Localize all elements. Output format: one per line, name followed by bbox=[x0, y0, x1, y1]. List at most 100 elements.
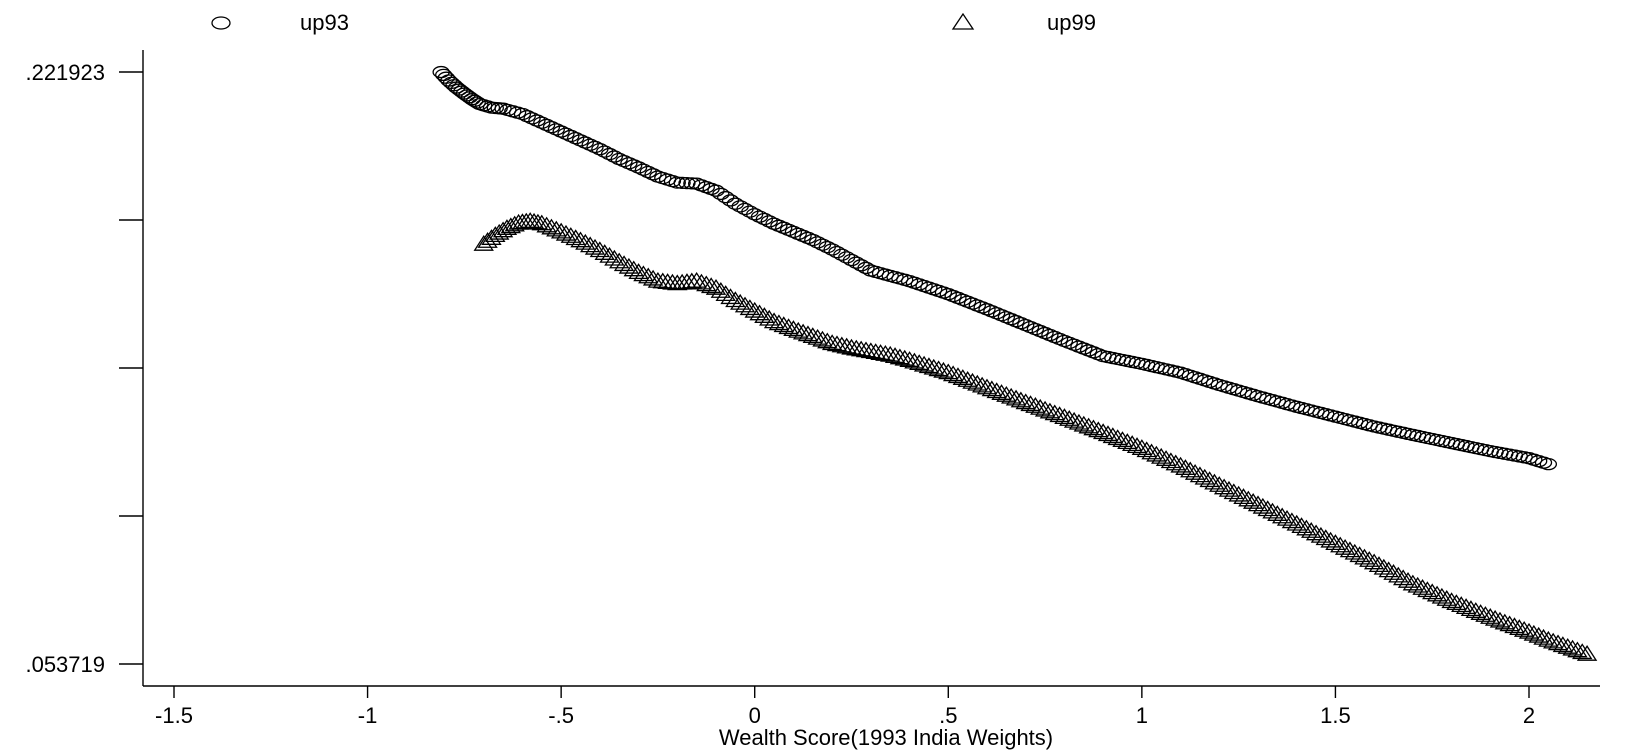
x-tick-label: -1 bbox=[358, 703, 378, 728]
data-point-up99 bbox=[599, 246, 620, 263]
data-point-up93 bbox=[857, 261, 875, 275]
data-point-up93 bbox=[770, 219, 788, 232]
data-point-up99 bbox=[1567, 641, 1588, 658]
series-up93 bbox=[432, 65, 1558, 471]
data-point-up99 bbox=[618, 257, 640, 274]
data-point-up93 bbox=[576, 136, 594, 149]
data-point-up93 bbox=[717, 191, 735, 204]
legend-marker-triangle bbox=[951, 12, 975, 30]
data-point-up99 bbox=[575, 233, 596, 250]
data-point-up99 bbox=[555, 224, 577, 241]
data-point-up99 bbox=[1073, 415, 1094, 432]
data-point-up99 bbox=[527, 213, 549, 230]
data-point-up99 bbox=[1315, 529, 1336, 546]
data-point-up99 bbox=[720, 288, 741, 305]
data-point-up99 bbox=[1572, 643, 1593, 660]
data-point-up93 bbox=[765, 217, 783, 230]
data-point-up93 bbox=[944, 289, 962, 303]
data-point-up99 bbox=[560, 227, 582, 243]
data-point-up99 bbox=[768, 314, 790, 331]
data-point-up99 bbox=[550, 222, 572, 239]
data-point-up99 bbox=[744, 301, 765, 318]
data-point-up99 bbox=[783, 320, 804, 337]
data-point-up99 bbox=[880, 345, 901, 362]
data-point-up99 bbox=[730, 293, 751, 310]
data-point-up93 bbox=[673, 176, 691, 190]
y-tick-label: .221923 bbox=[25, 60, 105, 85]
data-point-up99 bbox=[710, 282, 732, 298]
data-point-up99 bbox=[1218, 480, 1240, 497]
legend-marker-circle bbox=[211, 16, 231, 30]
data-point-up99 bbox=[846, 339, 867, 356]
data-point-up93 bbox=[1031, 324, 1049, 338]
data-point-up99 bbox=[1475, 606, 1496, 622]
data-point-up99 bbox=[1489, 611, 1511, 628]
data-point-up93 bbox=[1041, 328, 1059, 342]
data-point-up99 bbox=[1305, 524, 1327, 541]
data-point-up99 bbox=[928, 360, 949, 377]
data-point-up99 bbox=[754, 307, 775, 323]
data-point-up99 bbox=[1175, 459, 1196, 475]
data-point-up99 bbox=[1552, 636, 1574, 653]
data-point-up99 bbox=[1083, 419, 1104, 436]
data-point-up99 bbox=[889, 348, 911, 365]
data-point-up99 bbox=[1368, 556, 1390, 572]
data-point-up99 bbox=[1117, 433, 1138, 450]
data-point-up99 bbox=[865, 343, 886, 360]
data-point-up93 bbox=[537, 118, 556, 132]
data-point-up99 bbox=[1509, 619, 1530, 635]
data-point-up99 bbox=[807, 328, 828, 345]
data-point-up99 bbox=[1189, 466, 1211, 483]
data-point-up99 bbox=[725, 291, 746, 308]
series-up99 bbox=[473, 212, 1598, 661]
data-point-up99 bbox=[812, 330, 833, 347]
data-point-up99 bbox=[1451, 596, 1472, 613]
data-point-up99 bbox=[894, 349, 915, 366]
data-point-up99 bbox=[496, 219, 518, 235]
data-point-up99 bbox=[1383, 564, 1404, 580]
data-point-up99 bbox=[1301, 522, 1322, 538]
data-point-up99 bbox=[1547, 634, 1569, 651]
data-point-up93 bbox=[562, 129, 580, 143]
data-point-up93 bbox=[644, 168, 662, 181]
data-point-up99 bbox=[1320, 531, 1341, 548]
data-point-up99 bbox=[870, 344, 891, 360]
data-point-up99 bbox=[1044, 404, 1065, 421]
legend-label-up93: up93 bbox=[300, 10, 349, 35]
data-point-up99 bbox=[923, 358, 944, 375]
data-point-up99 bbox=[836, 337, 857, 354]
data-point-up99 bbox=[952, 369, 973, 385]
data-point-up99 bbox=[981, 380, 1003, 397]
data-point-up99 bbox=[991, 384, 1012, 400]
data-point-up99 bbox=[1242, 493, 1264, 509]
data-point-up99 bbox=[947, 367, 969, 384]
data-point-up93 bbox=[586, 140, 604, 154]
data-point-up99 bbox=[1310, 526, 1332, 543]
data-point-up93 bbox=[794, 229, 812, 243]
data-point-up99 bbox=[1160, 452, 1182, 469]
data-point-up93 bbox=[552, 125, 570, 138]
data-point-up99 bbox=[1523, 624, 1545, 641]
data-point-up93 bbox=[1075, 342, 1093, 355]
data-point-up99 bbox=[913, 355, 935, 372]
data-point-up99 bbox=[1422, 583, 1443, 600]
data-point-up99 bbox=[1412, 579, 1433, 595]
data-point-up93 bbox=[629, 161, 648, 174]
data-point-up99 bbox=[594, 244, 615, 260]
data-point-up93 bbox=[988, 307, 1006, 320]
data-point-up99 bbox=[826, 335, 848, 352]
data-point-up99 bbox=[1576, 645, 1598, 661]
data-point-up99 bbox=[1334, 538, 1356, 555]
data-point-up99 bbox=[546, 220, 567, 237]
data-point-up99 bbox=[1262, 502, 1283, 519]
data-point-up93 bbox=[963, 297, 982, 310]
data-point-up93 bbox=[1046, 330, 1064, 344]
data-point-up99 bbox=[1407, 576, 1428, 593]
data-point-up99 bbox=[1276, 509, 1298, 526]
data-point-up99 bbox=[1344, 543, 1365, 560]
data-point-up99 bbox=[1146, 445, 1167, 462]
data-point-up93 bbox=[1007, 315, 1025, 328]
data-point-up93 bbox=[1026, 322, 1045, 336]
data-point-up99 bbox=[1252, 497, 1274, 514]
data-point-up93 bbox=[949, 291, 967, 305]
